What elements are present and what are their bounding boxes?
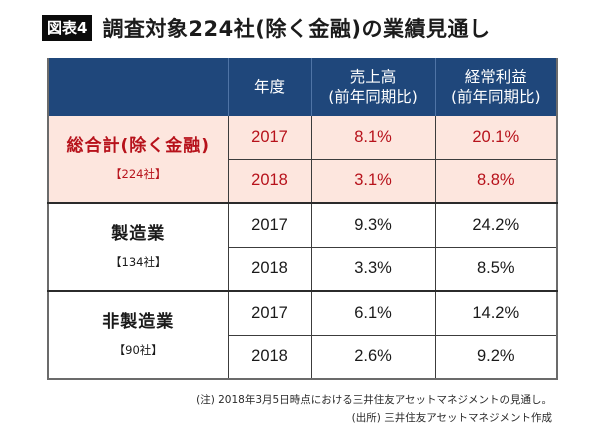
table-row: 2018 2.6% 9.2%	[48, 334, 558, 380]
sales-cell: 3.3%	[310, 246, 436, 292]
group-manufacturing: 製造業 【134社】 2017 9.3% 24.2% 2018 3.3% 8.5…	[47, 202, 558, 292]
profit-cell: 24.2%	[434, 202, 558, 248]
source-note: (出所) 三井住友アセットマネジメント作成	[351, 412, 552, 424]
header-sales: 売上高 (前年同期比)	[310, 58, 435, 116]
header-row: 年度 売上高 (前年同期比) 経常利益 (前年同期比)	[48, 58, 557, 116]
sales-cell: 3.1%	[310, 158, 436, 204]
table-row: 総合計(除く金融) 【224社】 2017 8.1% 20.1%	[47, 116, 558, 204]
sales-cell: 2.6%	[310, 334, 436, 380]
sales-cell: 6.1%	[310, 290, 436, 336]
header-year: 年度	[227, 58, 311, 116]
year-cell: 2018	[227, 334, 312, 380]
earnings-forecast-table: 年度 売上高 (前年同期比) 経常利益 (前年同期比) 総合計(除く金融) 【2…	[47, 58, 558, 380]
group-count: 【224社】	[110, 167, 167, 181]
header-profit-sub: (前年同期比)	[450, 88, 541, 106]
table-row: 製造業 【134社】 2017 9.3% 24.2%	[47, 202, 558, 292]
group-name: 製造業	[111, 224, 166, 244]
group-count: 【134社】	[110, 255, 167, 269]
profit-cell: 8.5%	[434, 246, 558, 292]
year-cell: 2017	[227, 290, 312, 336]
group-name: 総合計(除く金融)	[66, 136, 211, 156]
footnote: (注) 2018年3月5日時点における三井住友アセットマネジメントの見通し。	[196, 394, 552, 406]
group-label-cell: 総合計(除く金融) 【224社】	[47, 116, 229, 204]
group-label-cell: 製造業 【134社】	[47, 202, 229, 292]
group-name: 非製造業	[102, 312, 175, 332]
header-group	[48, 58, 228, 116]
profit-cell: 14.2%	[434, 290, 558, 336]
figure-badge: 図表4	[42, 15, 93, 41]
year-cell: 2017	[227, 116, 312, 160]
header-sales-sub: (前年同期比)	[328, 88, 418, 106]
table-row: 2018 3.1% 8.8%	[48, 158, 558, 204]
figure-title-row: 図表4 調査対象224社(除く金融)の業績見通し	[42, 15, 490, 41]
header-profit: 経常利益 (前年同期比)	[434, 58, 557, 116]
year-cell: 2018	[227, 246, 312, 292]
figure-title: 調査対象224社(除く金融)の業績見通し	[102, 17, 491, 41]
profit-cell: 8.8%	[434, 158, 558, 204]
header-sales-title: 売上高	[349, 68, 397, 86]
header-profit-title: 経常利益	[464, 68, 527, 86]
group-total: 総合計(除く金融) 【224社】 2017 8.1% 20.1% 2018 3.…	[47, 116, 558, 204]
table-row: 非製造業 【90社】 2017 6.1% 14.2%	[47, 290, 558, 380]
year-cell: 2018	[227, 158, 312, 204]
profit-cell: 20.1%	[434, 116, 558, 160]
sales-cell: 8.1%	[310, 116, 436, 160]
group-count: 【90社】	[113, 343, 163, 357]
group-non-manufacturing: 非製造業 【90社】 2017 6.1% 14.2% 2018 2.6% 9.2…	[47, 290, 558, 380]
group-label-cell: 非製造業 【90社】	[47, 290, 229, 380]
profit-cell: 9.2%	[434, 334, 558, 380]
table-row: 2018 3.3% 8.5%	[48, 246, 558, 292]
year-cell: 2017	[227, 202, 312, 248]
sales-cell: 9.3%	[310, 202, 436, 248]
